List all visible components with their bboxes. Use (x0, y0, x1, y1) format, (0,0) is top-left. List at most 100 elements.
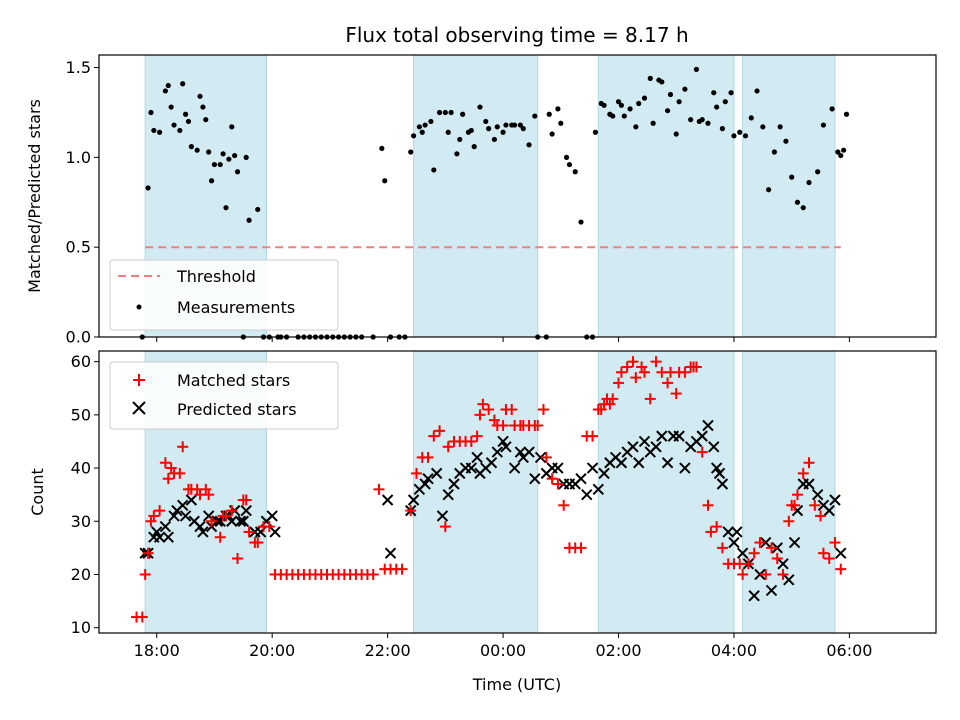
predicted-point (679, 462, 691, 474)
predicted-point (777, 558, 789, 570)
measurement-point (650, 120, 656, 126)
shaded-span-3 (742, 54, 836, 338)
measurement-point (200, 104, 206, 110)
matched-point (263, 521, 275, 533)
matched-point (162, 473, 174, 485)
matched-point (214, 531, 226, 543)
measurement-point (445, 129, 451, 135)
predicted-point (702, 419, 714, 432)
matched-point (174, 467, 186, 479)
legend-measurements-label: Measurements (177, 298, 295, 317)
predicted-point (736, 547, 749, 559)
legend-matched-label: Matched stars (177, 371, 290, 390)
predicted-point (731, 526, 743, 538)
matched-point (142, 547, 154, 559)
predicted-point (575, 472, 587, 485)
measurement-point (748, 115, 754, 121)
measurement-point (151, 127, 157, 134)
shaded-span-1 (413, 54, 539, 338)
measurement-point (737, 129, 743, 135)
measurement-point (419, 129, 425, 135)
matched-point (483, 404, 495, 416)
measurement-point (382, 178, 388, 184)
measurement-point (512, 122, 518, 128)
measurement-point (742, 133, 749, 139)
x-axis-label: Time (UTC) (472, 675, 561, 694)
measurement-point (766, 187, 772, 193)
matched-point (587, 430, 599, 442)
matched-point (373, 483, 385, 495)
matched-point (742, 558, 754, 570)
measurement-point (416, 124, 422, 130)
y-tick-label: 0.5 (66, 238, 91, 257)
matched-point (442, 441, 454, 453)
matched-point (497, 419, 509, 431)
legend: Matched stars Predicted stars (109, 361, 339, 430)
matched-point (696, 446, 708, 458)
measurement-point (206, 149, 212, 155)
matched-point (471, 430, 483, 442)
measurement-point (615, 99, 622, 105)
matched-point (777, 568, 789, 580)
matched-point (540, 451, 552, 463)
measurement-point (454, 151, 460, 157)
measurement-point (618, 102, 625, 108)
matched-point (136, 611, 148, 623)
measurement-point (636, 100, 642, 107)
predicted-points (139, 419, 847, 602)
shaded-span-2 (597, 54, 735, 338)
y-tick-label: 40 (71, 459, 91, 478)
predicted-point (760, 536, 772, 549)
predicted-point (811, 488, 824, 501)
measurement-point (246, 217, 252, 223)
predicted-point (176, 499, 189, 512)
legend-measurements-swatch (136, 304, 142, 310)
predicted-point (748, 590, 760, 602)
matched-point (148, 510, 160, 522)
measurement-point (621, 113, 627, 119)
measurement-point (705, 120, 711, 126)
matched-point (552, 478, 564, 490)
predicted-point (581, 488, 593, 501)
legend-box (109, 361, 339, 430)
measurement-point (229, 124, 235, 130)
measurement-point (197, 93, 203, 99)
matched-point (829, 537, 841, 549)
ratio-panel: 0.0 0.5 1.0 1.5 Matched/Predicted stars Thr… (25, 54, 937, 347)
predicted-point (788, 536, 801, 549)
measurement-point (223, 205, 229, 211)
matched-point (690, 361, 702, 373)
predicted-point (650, 441, 662, 453)
measurement-point (234, 169, 241, 175)
predicted-point (598, 467, 610, 480)
measurement-point (673, 131, 679, 137)
measurement-point (806, 179, 812, 186)
matched-point (434, 425, 446, 437)
matched-point (621, 361, 633, 373)
measurement-point (477, 104, 483, 110)
legend-matched-swatch (133, 374, 145, 386)
measurement-point (659, 79, 665, 85)
x-tick-label: 00:00 (480, 641, 526, 660)
predicted-point (765, 584, 778, 597)
x-ticks (156, 337, 850, 342)
measurement-point (148, 109, 154, 116)
legend-threshold-label: Threshold (176, 267, 256, 286)
matched-point (405, 505, 417, 517)
y-tick-label: 50 (71, 405, 91, 424)
measurement-point (460, 111, 466, 117)
measurement-point (180, 81, 186, 87)
measurement-point (610, 113, 616, 119)
measurement-point (841, 147, 847, 153)
measurement-point (177, 127, 183, 134)
measurement-point (171, 122, 177, 128)
measurement-point (641, 95, 648, 101)
predicted-point (754, 568, 766, 581)
predicted-point (728, 536, 740, 549)
measurement-point (436, 109, 443, 116)
matched-point (638, 366, 650, 378)
predicted-point (430, 467, 443, 480)
measurement-point (601, 102, 607, 108)
predicted-point (829, 494, 841, 506)
measurement-point (800, 205, 806, 211)
